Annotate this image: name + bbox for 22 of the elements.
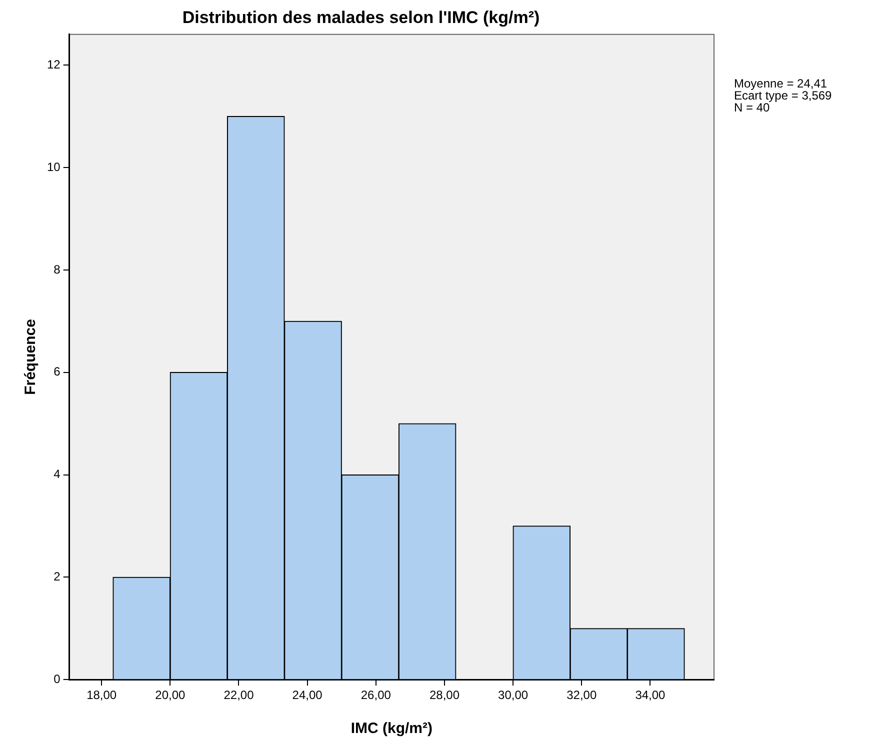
y-tick-label: 0: [54, 672, 61, 686]
text: N = 40: [734, 100, 770, 115]
x-axis-title: IMC (kg/m²): [350, 720, 433, 738]
x-tick-label: 30,00: [498, 688, 528, 702]
x-tick-label: 18,00: [86, 688, 117, 702]
y-tick-label: 2: [54, 570, 61, 584]
y-tick-label: 8: [54, 262, 61, 276]
x-tick-label: 24,00: [292, 688, 323, 702]
text: Moyenne = 24,41: [734, 76, 828, 91]
y-tick-label: 12: [46, 57, 61, 72]
x-tick-label: 22,00: [224, 688, 254, 702]
x-tick-label: 28,00: [429, 688, 460, 702]
y-tick-label: 4: [54, 467, 61, 482]
y-tick-label: 10: [46, 160, 61, 174]
chart-title: Distribution des malades selon l'IMC (kg/m²): [182, 8, 540, 27]
x-tick-label: 34,00: [635, 688, 666, 702]
text: Ecart type = 3,569: [734, 88, 832, 103]
y-axis-title: Fréquence: [22, 319, 40, 395]
x-tick-label: 32,00: [566, 688, 597, 702]
x-tick-label: 26,00: [360, 688, 392, 702]
x-tick-label: 20,00: [155, 688, 186, 702]
y-tick-label: 6: [54, 364, 61, 379]
